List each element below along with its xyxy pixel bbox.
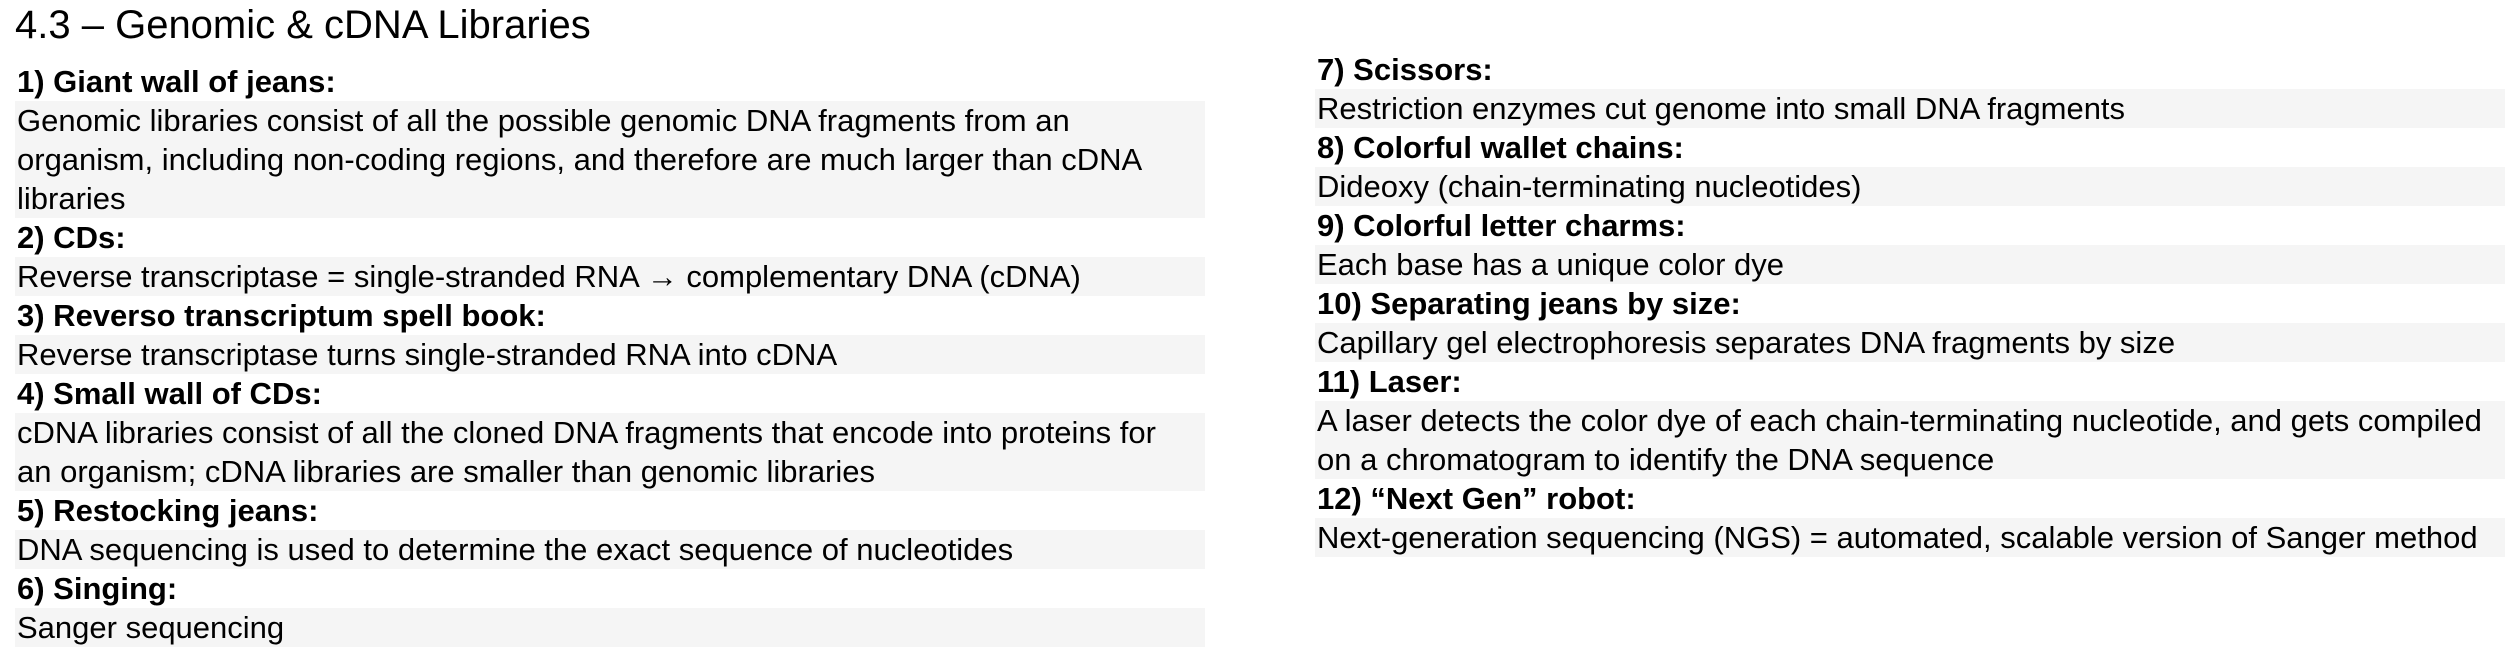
item-heading: 12) “Next Gen” robot: xyxy=(1315,479,2505,518)
item-description: Capillary gel electrophoresis separates … xyxy=(1317,325,2176,360)
list-item: 9) Colorful letter charms: Each base has… xyxy=(1315,206,2505,284)
right-column: 7) Scissors: Restriction enzymes cut gen… xyxy=(1315,50,2505,557)
item-heading: 4) Small wall of CDs: xyxy=(15,374,1205,413)
list-item: 2) CDs: Reverse transcriptase = single-s… xyxy=(15,218,1205,296)
list-item: 10) Separating jeans by size: Capillary … xyxy=(1315,284,2505,362)
list-item: 11) Laser: A laser detects the color dye… xyxy=(1315,362,2505,479)
item-description: Genomic libraries consist of all the pos… xyxy=(17,103,1141,216)
item-description: Next-generation sequencing (NGS) = autom… xyxy=(1317,520,2478,555)
list-item: 12) “Next Gen” robot: Next-generation se… xyxy=(1315,479,2505,557)
item-description: Sanger sequencing xyxy=(17,610,285,645)
item-heading: 9) Colorful letter charms: xyxy=(1315,206,2505,245)
item-heading: 1) Giant wall of jeans: xyxy=(15,62,1205,101)
item-heading: 8) Colorful wallet chains: xyxy=(1315,128,2505,167)
item-description: Restriction enzymes cut genome into smal… xyxy=(1317,91,2126,126)
item-heading: 11) Laser: xyxy=(1315,362,2505,401)
item-description: cDNA libraries consist of all the cloned… xyxy=(17,415,1156,489)
item-description: Dideoxy (chain-terminating nucleotides) xyxy=(1317,169,1862,204)
list-item: 5) Restocking jeans: DNA sequencing is u… xyxy=(15,491,1205,569)
list-item: 7) Scissors: Restriction enzymes cut gen… xyxy=(1315,50,2505,128)
list-item: 1) Giant wall of jeans: Genomic librarie… xyxy=(15,62,1205,218)
item-heading: 3) Reverso transcriptum spell book: xyxy=(15,296,1205,335)
list-item: 3) Reverso transcriptum spell book: Reve… xyxy=(15,296,1205,374)
item-heading: 6) Singing: xyxy=(15,569,1205,608)
item-description: Each base has a unique color dye xyxy=(1317,247,1785,282)
item-description: A laser detects the color dye of each ch… xyxy=(1317,403,2482,477)
list-item: 6) Singing: Sanger sequencing xyxy=(15,569,1205,647)
item-description: Reverse transcriptase = single-stranded … xyxy=(17,259,1081,294)
item-description: DNA sequencing is used to determine the … xyxy=(17,532,1014,567)
item-heading: 5) Restocking jeans: xyxy=(15,491,1205,530)
page-title: 4.3 – Genomic & cDNA Libraries xyxy=(15,3,591,47)
left-column: 1) Giant wall of jeans: Genomic librarie… xyxy=(15,62,1205,647)
item-description: Reverse transcriptase turns single-stran… xyxy=(17,337,838,372)
list-item: 8) Colorful wallet chains: Dideoxy (chai… xyxy=(1315,128,2505,206)
item-heading: 10) Separating jeans by size: xyxy=(1315,284,2505,323)
item-heading: 2) CDs: xyxy=(15,218,1205,257)
list-item: 4) Small wall of CDs: cDNA libraries con… xyxy=(15,374,1205,491)
item-heading: 7) Scissors: xyxy=(1315,50,2505,89)
